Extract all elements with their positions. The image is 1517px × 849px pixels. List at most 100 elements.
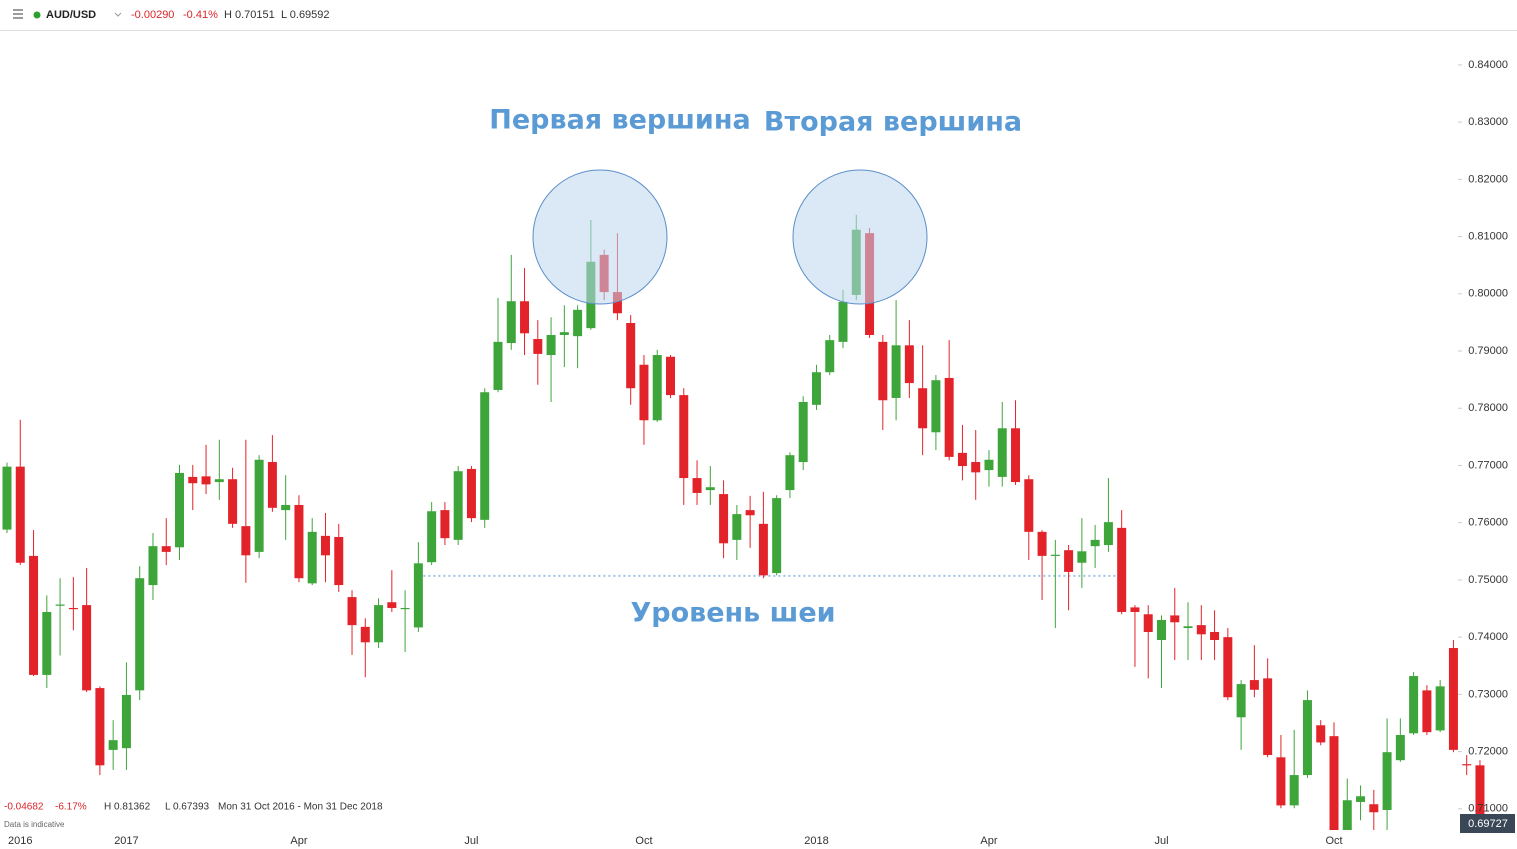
candle-body [1316, 725, 1326, 743]
candle-body [1117, 527, 1127, 612]
footer-range: Mon 31 Oct 2016 - Mon 31 Dec 2018 [218, 802, 383, 813]
candle-body [307, 531, 317, 584]
candle-body [825, 340, 835, 373]
candle-body [1448, 648, 1458, 750]
candle-body [214, 479, 224, 483]
candle-body [811, 372, 821, 405]
candle-body [1342, 800, 1352, 830]
candle-body [666, 356, 675, 396]
candle-body [984, 459, 994, 471]
y-tick-label: 0.79000 [1468, 345, 1508, 357]
y-tick-label: 0.73000 [1468, 688, 1508, 700]
candle-body [1395, 735, 1405, 761]
annotation: Вторая вершина [764, 107, 1022, 138]
symbol[interactable]: AUD/USD [46, 9, 96, 21]
candle-body [453, 471, 463, 540]
candle-body [957, 452, 967, 467]
candle-body [1475, 765, 1485, 830]
candle-body [891, 345, 901, 398]
candle-body [82, 605, 92, 691]
y-tick-label: 0.81000 [1468, 230, 1508, 242]
candle-body [1050, 554, 1060, 556]
candle-body [493, 341, 503, 390]
x-tick-label: 2018 [804, 835, 828, 847]
annotations: Первая вершина Вторая вершина Уровень ше… [489, 105, 1022, 629]
low: L 0.69592 [281, 9, 330, 21]
candle-body [29, 555, 39, 675]
candle-body [267, 462, 277, 508]
footer-change-pct: -6.17% [55, 802, 87, 813]
header: AUD/USD -0.00290 -0.41% H 0.70151 L 0.69… [0, 9, 1517, 31]
candle-body [573, 309, 583, 337]
highlight-circle [532, 169, 668, 305]
y-tick-label: 0.80000 [1468, 288, 1508, 300]
last-price: 0.69727 [1468, 818, 1508, 830]
candle-body [1223, 637, 1233, 698]
candle-body [997, 428, 1007, 477]
y-tick-label: 0.84000 [1468, 59, 1508, 71]
candle-body [320, 535, 330, 556]
candle-body [188, 476, 198, 484]
candle-body [440, 510, 450, 539]
candle-body [1103, 522, 1113, 546]
candle-body [1183, 626, 1193, 628]
candle-body [1011, 428, 1021, 483]
candle-body [466, 468, 476, 519]
candle-body [772, 498, 782, 574]
y-tick-label: 0.74000 [1468, 631, 1508, 643]
candle-body [1276, 757, 1286, 806]
x-tick-label: Oct [1325, 835, 1342, 847]
candle-body [546, 335, 556, 356]
candle-body [1170, 615, 1180, 623]
candle-body [1130, 607, 1140, 612]
status-dot [33, 11, 41, 19]
x-tick-label: Jul [464, 835, 478, 847]
menu-icon[interactable] [13, 9, 23, 19]
candle-body [42, 611, 52, 675]
candle-body [387, 602, 397, 608]
x-tick-label: Oct [635, 835, 652, 847]
y-tick-label: 0.78000 [1468, 402, 1508, 414]
dropdown-caret[interactable] [114, 12, 122, 17]
x-tick-label: 2017 [114, 835, 138, 847]
candle-body [400, 607, 410, 610]
candle-body [1462, 764, 1472, 766]
candle-body [533, 339, 543, 354]
candle-body [1382, 752, 1392, 810]
footer-note: Data is indicative [4, 820, 65, 829]
candle-body [1037, 531, 1047, 556]
candle-body [1236, 684, 1246, 718]
candle-body [95, 688, 105, 766]
candle-body [1302, 700, 1312, 776]
candle-body [1329, 736, 1339, 830]
candle-body [175, 472, 185, 548]
candle-body [639, 364, 649, 421]
candle-body [1409, 676, 1419, 734]
candle-body [254, 459, 264, 552]
y-tick-label: 0.82000 [1468, 173, 1508, 185]
plot-area [2, 214, 1485, 830]
candle-body [68, 607, 78, 610]
highlight-circle [792, 169, 928, 305]
candle-body [559, 332, 569, 336]
candle-body [506, 301, 516, 344]
annotation: Уровень шеи [630, 598, 835, 629]
high: H 0.70151 [224, 9, 275, 21]
candle-body [228, 479, 238, 524]
y-tick-label: 0.77000 [1468, 459, 1508, 471]
candle-body [679, 395, 689, 479]
y-tick-label: 0.71000 [1468, 803, 1508, 815]
candle-body [878, 341, 888, 401]
candle-body [612, 292, 622, 314]
candle-body [838, 301, 848, 342]
candle-body [1356, 796, 1366, 802]
candle-body [971, 462, 981, 473]
candle-body [1077, 551, 1087, 563]
candle-body [1263, 678, 1273, 756]
candle-body [294, 504, 304, 579]
candle-body [281, 504, 291, 511]
candle-body [347, 597, 357, 626]
change-pct: -0.41% [183, 9, 218, 21]
